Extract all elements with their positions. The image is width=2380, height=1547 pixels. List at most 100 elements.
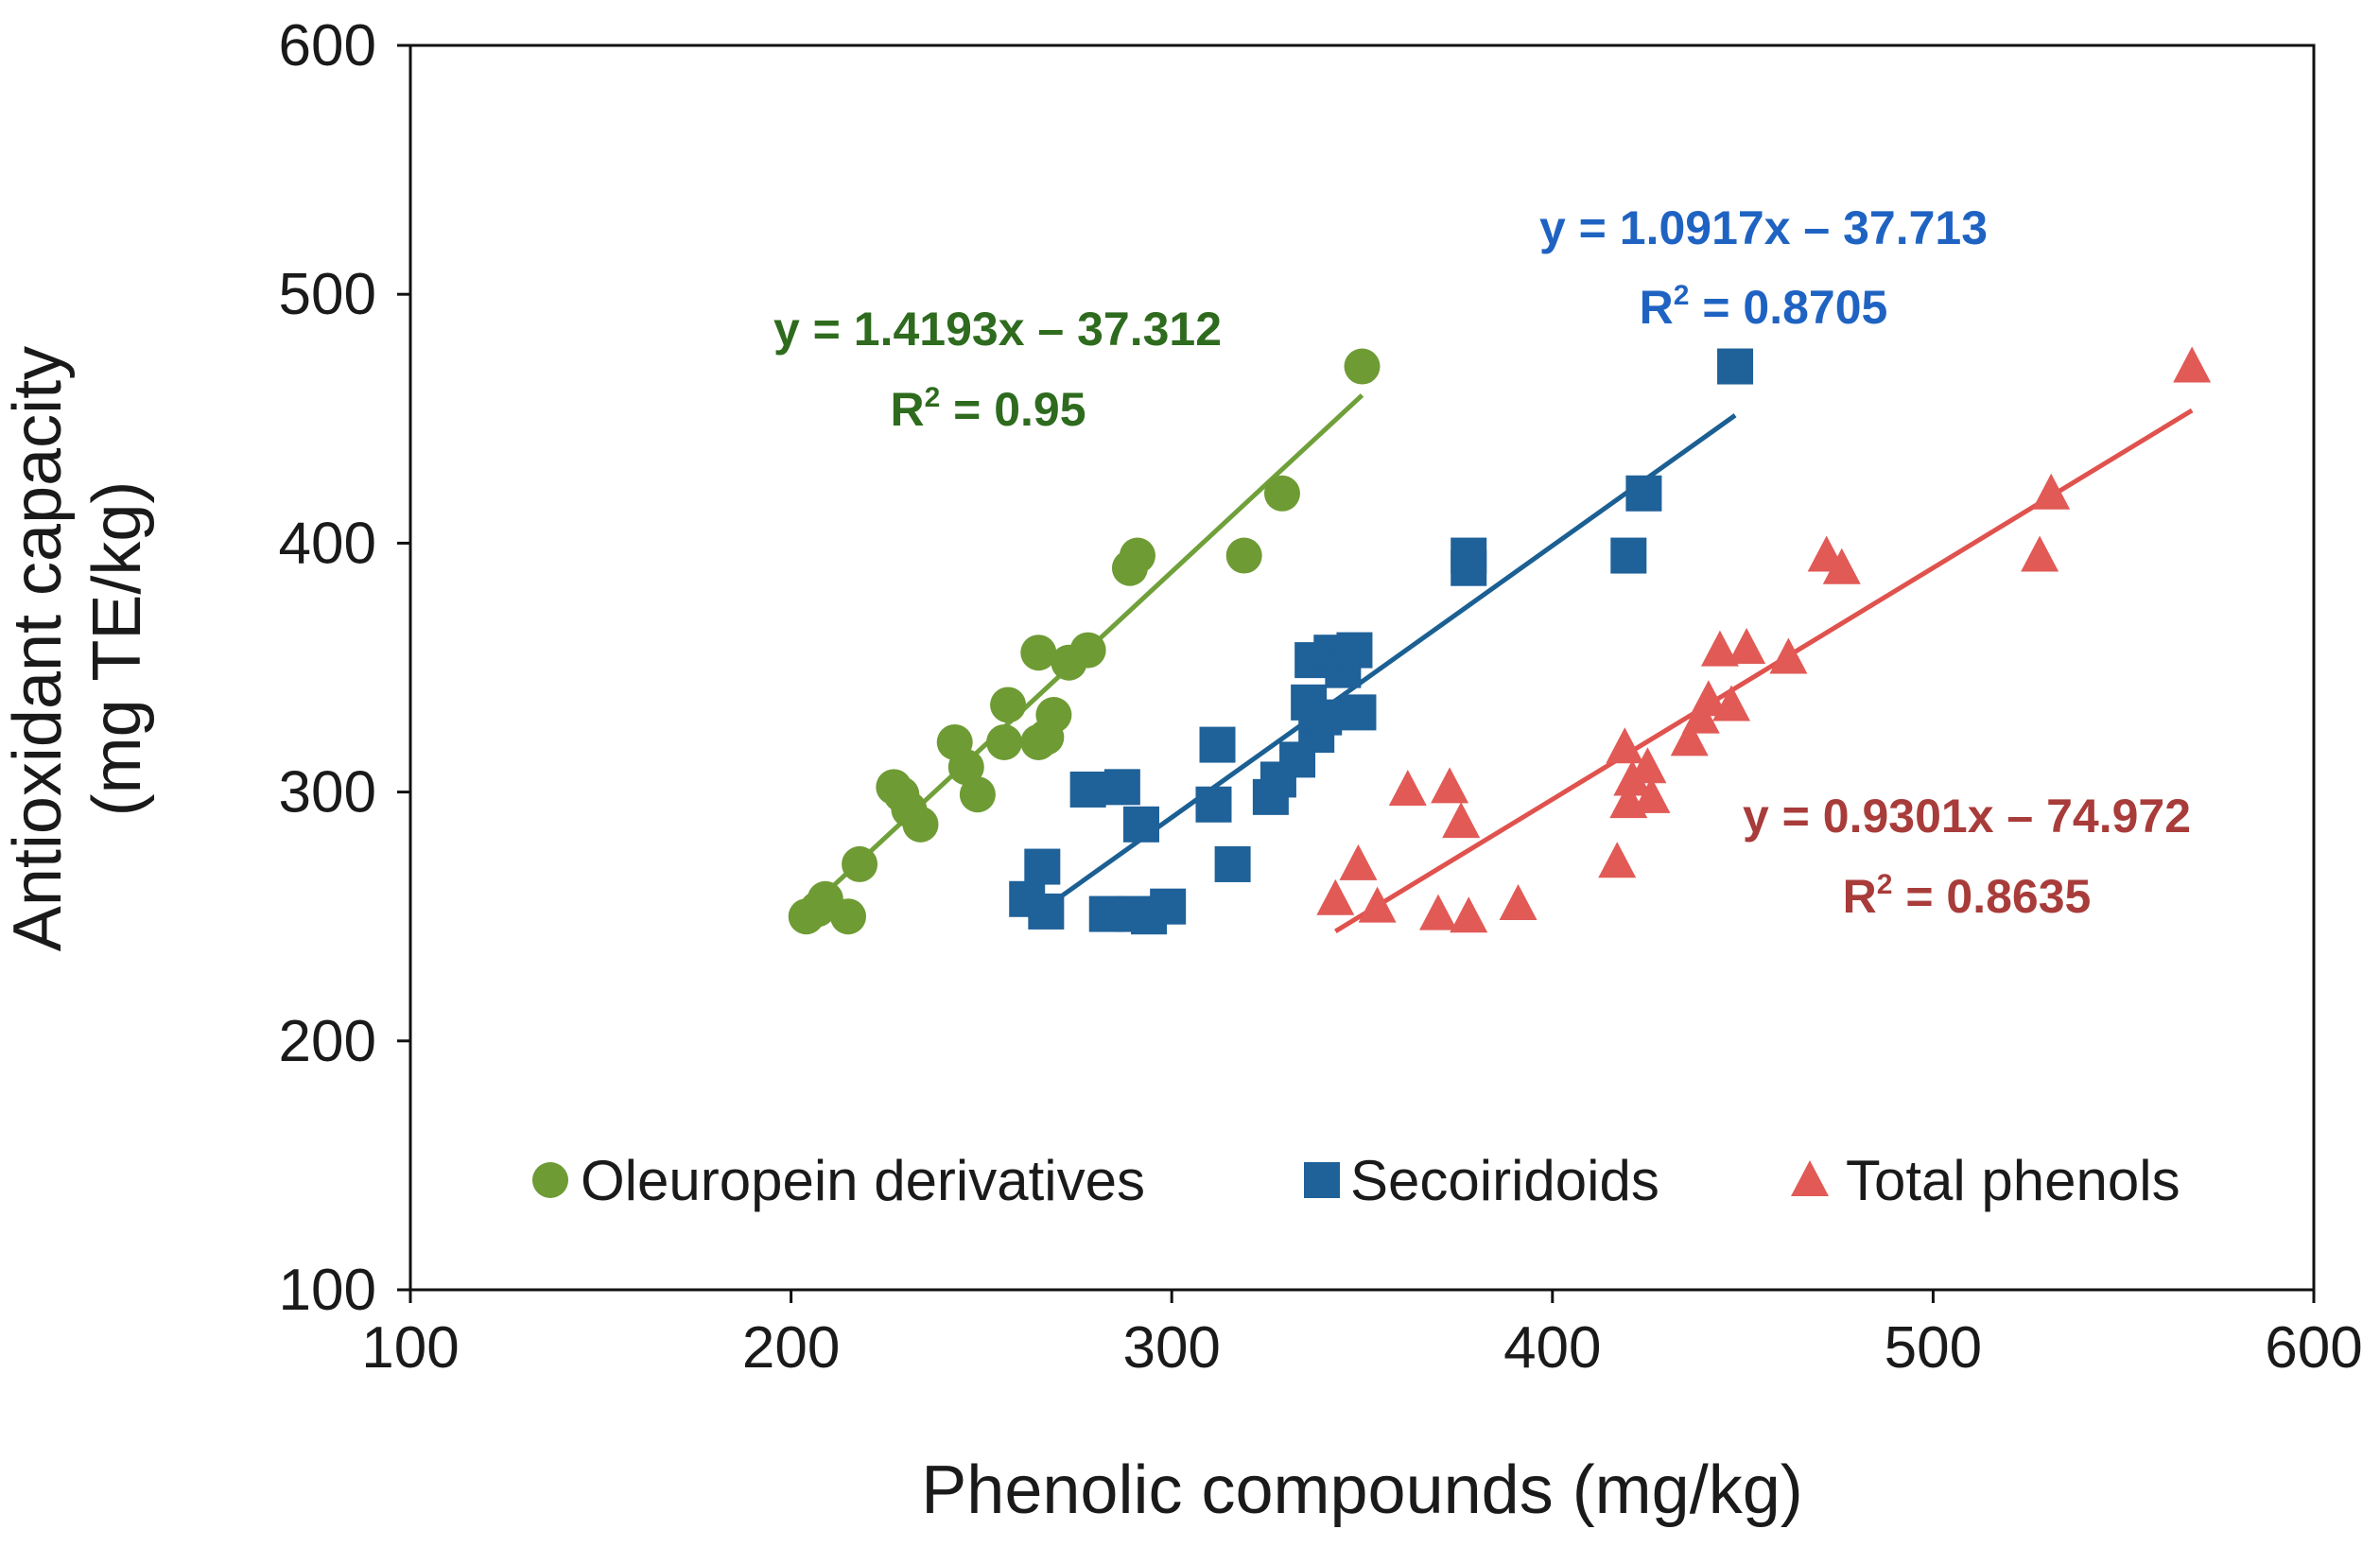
y-axis-title: Antioxidant capacity(mg TE/kg): [0, 346, 155, 951]
data-point-square: [1122, 806, 1159, 843]
data-point-square: [1625, 475, 1662, 512]
data-point-triangle: [1419, 894, 1458, 930]
legend: Oleuropein derivatives Secoiridoids Total …: [532, 1149, 2180, 1212]
data-point-triangle: [1700, 630, 1739, 667]
data-point-triangle: [1598, 842, 1637, 878]
x-axis-title: Phenolic compounds (mg/kg): [921, 1452, 1802, 1528]
data-point-triangle: [1339, 843, 1378, 880]
data-point-square: [1340, 694, 1377, 731]
x-tick-label: 400: [1503, 1315, 1601, 1381]
data-point-triangle: [1728, 627, 1766, 664]
legend-marker-circle: [532, 1162, 568, 1198]
data-point-square: [1150, 888, 1187, 925]
data-point-triangle: [1689, 680, 1728, 717]
y-tick-label: 600: [279, 13, 376, 78]
data-point-triangle: [1431, 767, 1469, 804]
data-point-circle: [842, 845, 878, 882]
data-point-triangle: [1769, 637, 1808, 674]
data-point-triangle: [1670, 720, 1709, 756]
data-point-triangle: [1316, 878, 1355, 915]
data-point-circle: [959, 776, 996, 813]
data-point-circle: [1225, 537, 1262, 574]
data-point-square: [1214, 845, 1251, 882]
data-point-triangle: [1632, 776, 1671, 813]
x-tick-label: 100: [361, 1315, 459, 1381]
data-point-circle: [990, 687, 1027, 723]
x-tick-label: 200: [742, 1315, 840, 1381]
equation-label: y = 0.9301x – 74.972: [1743, 790, 2191, 843]
data-point-triangle: [1442, 802, 1481, 839]
data-point-triangle: [1358, 886, 1397, 923]
trendline-triangle: [1334, 408, 2194, 933]
data-point-triangle: [2032, 473, 2071, 510]
r-squared-superscript: 2: [925, 382, 941, 413]
y-axis-title-line2: (mg TE/kg): [79, 481, 155, 817]
equation-label: y = 1.4193x – 37.312: [773, 303, 1222, 356]
data-point-triangle: [2173, 346, 2212, 383]
data-point-square: [1199, 726, 1236, 763]
y-tick-label: 200: [279, 1009, 376, 1074]
r-squared-superscript: 2: [1877, 869, 1893, 900]
legend-label: Secoiridoids: [1350, 1149, 1659, 1212]
data-point-square: [1024, 848, 1061, 885]
legend-marker-triangle: [1791, 1160, 1829, 1196]
data-point-triangle: [1606, 727, 1644, 764]
legend-label: Oleuropein derivatives: [581, 1149, 1145, 1212]
data-point-circle: [947, 749, 984, 786]
x-tick-label: 600: [2265, 1315, 2362, 1381]
data-point-square: [1195, 786, 1232, 823]
data-point-triangle: [1712, 685, 1751, 721]
y-tick-label: 500: [279, 262, 376, 327]
r-squared-value: = 0.95: [940, 383, 1086, 436]
data-point-square: [1336, 632, 1373, 669]
r-squared-label: R2 = 0.8705: [1640, 280, 1888, 334]
data-point-circle: [1069, 632, 1106, 669]
y-tick-label: 400: [279, 511, 376, 576]
r-squared-prefix: R: [890, 383, 924, 436]
trendlines-layer: [805, 393, 2194, 933]
data-point-square: [1717, 348, 1754, 385]
r-squared-prefix: R: [1843, 870, 1877, 923]
trendline-square: [1048, 413, 1737, 907]
data-point-circle: [902, 806, 939, 843]
data-point-triangle: [1628, 747, 1667, 784]
legend-marker-square: [1304, 1162, 1340, 1198]
data-point-circle: [1035, 697, 1072, 734]
r-squared-prefix: R: [1640, 281, 1674, 334]
r-squared-value: = 0.8635: [1892, 870, 2091, 923]
y-axis-title-line1: Antioxidant capacity: [0, 346, 76, 951]
data-point-triangle: [1450, 896, 1488, 933]
r-squared-value: = 0.8705: [1689, 281, 1887, 334]
data-point-square: [1028, 893, 1065, 930]
y-tick-label: 100: [279, 1258, 376, 1323]
data-point-triangle: [2021, 535, 2059, 572]
plot-frame: [408, 43, 2316, 1292]
data-point-circle: [829, 898, 866, 935]
data-point-square: [1610, 537, 1647, 574]
equation-label: y = 1.0917x – 37.713: [1539, 201, 1988, 254]
y-tick-label: 300: [279, 760, 376, 826]
data-point-square: [1103, 769, 1140, 806]
data-point-triangle: [1822, 548, 1861, 584]
r-squared-label: R2 = 0.8635: [1843, 869, 2092, 923]
r-squared-label: R2 = 0.95: [890, 382, 1086, 436]
data-point-circle: [986, 723, 1023, 760]
data-point-circle: [1020, 634, 1057, 671]
data-point-circle: [1344, 348, 1381, 385]
data-point-triangle: [1388, 769, 1427, 806]
data-points-layer: [788, 346, 2212, 935]
x-tick-label: 500: [1885, 1315, 1982, 1381]
data-point-circle: [1119, 537, 1155, 574]
data-point-square: [1306, 699, 1343, 736]
data-point-square: [1069, 771, 1106, 808]
data-point-square: [1451, 537, 1487, 574]
data-point-circle: [1263, 475, 1300, 512]
legend-label: Total phenols: [1846, 1149, 2180, 1212]
data-point-triangle: [1499, 884, 1537, 921]
r-squared-superscript: 2: [1674, 280, 1690, 311]
axes-layer: 100 200 300 400 500 600 100 200 300 400 500 600 Phen…: [0, 13, 2363, 1528]
x-tick-label: 300: [1122, 1315, 1220, 1381]
